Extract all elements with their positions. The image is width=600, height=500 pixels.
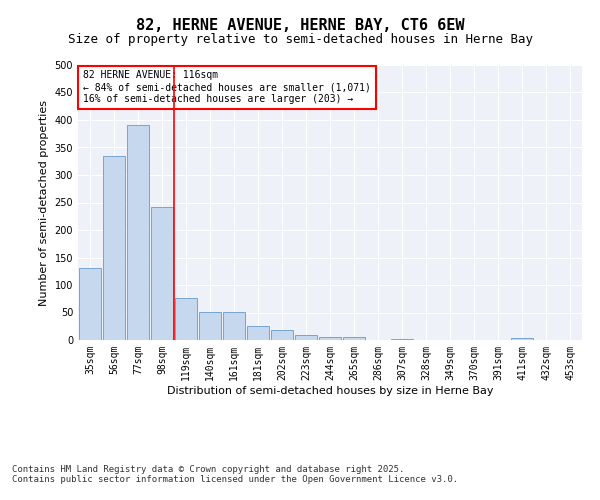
X-axis label: Distribution of semi-detached houses by size in Herne Bay: Distribution of semi-detached houses by … [167,386,493,396]
Text: 82 HERNE AVENUE: 116sqm
← 84% of semi-detached houses are smaller (1,071)
16% of: 82 HERNE AVENUE: 116sqm ← 84% of semi-de… [83,70,371,104]
Bar [79,268,101,340]
Bar [319,336,341,340]
Bar [295,334,317,340]
Bar [151,208,173,340]
Bar [511,338,533,340]
Bar [247,326,269,340]
Bar [391,339,413,340]
Bar [175,298,197,340]
Bar [343,338,365,340]
Text: Contains HM Land Registry data © Crown copyright and database right 2025.
Contai: Contains HM Land Registry data © Crown c… [12,465,458,484]
Bar [103,156,125,340]
Text: 82, HERNE AVENUE, HERNE BAY, CT6 6EW: 82, HERNE AVENUE, HERNE BAY, CT6 6EW [136,18,464,32]
Text: Size of property relative to semi-detached houses in Herne Bay: Size of property relative to semi-detach… [67,32,533,46]
Y-axis label: Number of semi-detached properties: Number of semi-detached properties [39,100,49,306]
Bar [199,312,221,340]
Bar [271,330,293,340]
Bar [223,312,245,340]
Bar [127,126,149,340]
